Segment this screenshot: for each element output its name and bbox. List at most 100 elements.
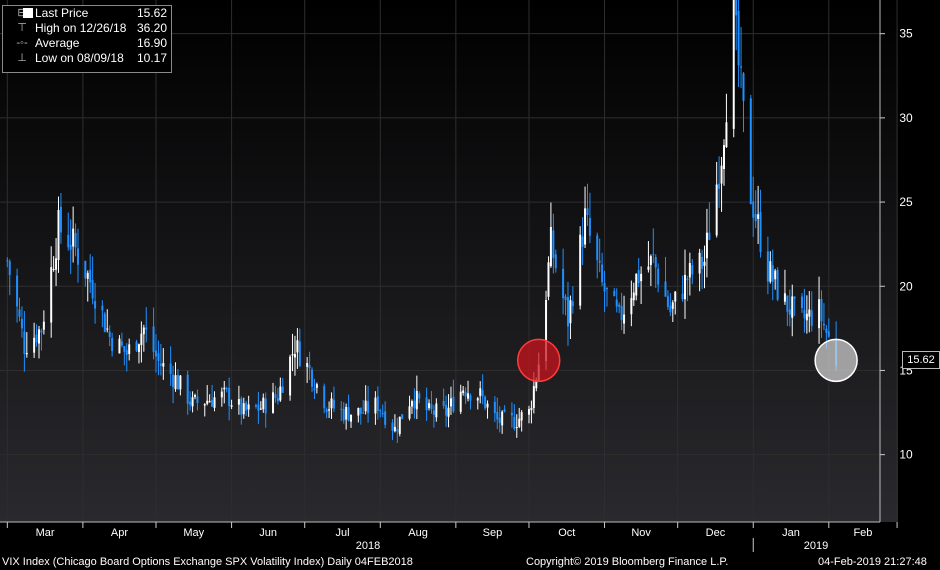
candle-body-2018-05-30	[225, 388, 228, 390]
candle-body-2018-07-19	[347, 407, 350, 421]
candle-body-2018-09-07	[469, 395, 472, 401]
legend-low-value: 10.17	[136, 51, 167, 65]
candle-body-2018-04-16	[118, 338, 121, 354]
candle-body-2018-09-17	[493, 401, 496, 414]
candle-body-2018-05-04	[162, 363, 165, 367]
candle-body-2018-06-06	[242, 403, 245, 415]
candle-body-2018-12-28	[742, 73, 745, 101]
candle-body-2018-12-13	[705, 232, 708, 259]
candle-body-2018-04-27	[145, 327, 148, 330]
candle-body-2018-04-20	[128, 344, 131, 354]
candle-body-2018-07-12	[330, 398, 333, 409]
x-month-label-aug: Aug	[408, 527, 428, 539]
candle-body-2018-08-15	[413, 400, 416, 409]
candle-body-2018-10-22	[579, 234, 582, 306]
candle-body-2018-10-04	[535, 379, 538, 389]
candle-body-2018-07-05	[313, 388, 316, 391]
candle-body-2018-11-19	[647, 266, 650, 270]
candle-body-2018-12-12	[703, 261, 706, 266]
candle-body-2018-06-11	[254, 405, 257, 407]
candle-body-2018-05-14	[186, 374, 189, 404]
legend-high-label: High on 12/26/18	[35, 21, 127, 35]
candle-body-2018-07-11	[328, 409, 331, 411]
candle-body-2018-12-17	[715, 184, 718, 236]
candle-body-2018-06-20	[276, 398, 279, 402]
candle-body-2018-11-16	[640, 273, 643, 282]
candle-body-2018-04-17	[120, 341, 123, 346]
candle-body-2018-11-21	[652, 254, 655, 256]
candles-group	[6, 0, 838, 443]
candle-body-2018-08-31	[452, 396, 455, 412]
candle-body-2018-04-12	[108, 331, 111, 337]
candle-body-2018-04-18	[123, 346, 126, 352]
candle-body-2018-05-28	[220, 391, 223, 398]
legend-avg-label: Average	[35, 36, 80, 50]
candle-body-2018-11-05	[613, 290, 616, 297]
candle-body-2018-08-27	[442, 401, 445, 406]
last-price-box: 15.62	[902, 351, 940, 369]
candle-body-2018-12-26	[737, 10, 740, 66]
candle-body-2018-05-18	[196, 396, 199, 404]
candle-body-2019-01-09	[771, 265, 774, 282]
legend-low-label: Low on 08/09/18	[35, 51, 124, 65]
candle-body-2018-03-06	[18, 309, 21, 317]
candle-body-2018-05-24	[211, 399, 214, 407]
candle-body-2019-01-03	[757, 214, 760, 219]
y-tick-label-25: 25	[899, 195, 913, 209]
candle-body-2018-11-01	[603, 283, 606, 292]
candle-body-2019-01-01	[752, 201, 755, 218]
candle-body-2019-01-28	[818, 299, 821, 329]
candle-body-2018-03-27	[69, 244, 72, 250]
candle-body-2018-10-16	[564, 296, 567, 301]
footer-security-description: VIX Index (Chicago Board Options Exchang…	[2, 556, 413, 568]
legend-last-row: ⊟ Last Price 15.62	[3, 6, 171, 21]
candle-body-2018-12-18	[718, 183, 721, 189]
candle-body-2018-06-25	[289, 356, 292, 396]
legend-last-swatch	[23, 8, 33, 18]
x-month-label-oct: Oct	[558, 527, 575, 539]
candle-body-2018-11-26	[664, 281, 667, 297]
candle-body-2018-12-14	[708, 232, 711, 240]
legend-collapse-icon[interactable]: ⊟	[17, 7, 27, 19]
x-month-label-apr: Apr	[111, 527, 128, 539]
candle-body-2019-01-21	[800, 296, 803, 309]
candle-body-2018-08-16	[415, 390, 418, 410]
candle-body-2018-08-07	[393, 426, 396, 432]
candle-body-2018-11-08	[620, 305, 623, 321]
x-month-label-dec: Dec	[706, 527, 726, 539]
candle-body-2018-04-13	[111, 337, 114, 352]
candle-body-2018-09-20	[501, 411, 504, 426]
candle-body-2018-03-02	[8, 261, 11, 275]
candle-body-2018-12-31	[749, 98, 752, 205]
chart-grid	[0, 0, 898, 522]
candle-body-2018-03-07	[20, 318, 23, 329]
candle-body-2019-01-18	[793, 296, 796, 299]
candle-body-2018-03-23	[59, 206, 62, 233]
candle-body-2018-06-07	[245, 402, 248, 411]
candle-body-2018-12-05	[686, 278, 689, 281]
candle-body-2018-07-17	[342, 409, 345, 421]
legend-box: ⊟ Last Price 15.62 ⊤ High on 12/26/18 36…	[2, 5, 172, 73]
candle-body-2018-09-28	[520, 412, 523, 421]
candle-body-2018-05-11	[179, 375, 182, 390]
candle-body-2018-09-27	[518, 418, 521, 427]
candle-body-2018-08-30	[449, 398, 452, 407]
y-tick-label-10: 10	[899, 448, 913, 462]
candle-body-2018-07-25	[362, 412, 365, 414]
candle-body-2018-06-22	[281, 386, 284, 393]
legend-high-row: ⊤ High on 12/26/18 36.20	[3, 21, 171, 36]
candle-body-2018-04-23	[135, 341, 138, 351]
candle-body-2018-11-27	[666, 296, 669, 307]
candle-body-2018-09-04	[462, 390, 465, 393]
candle-body-2018-07-30	[374, 397, 377, 414]
candle-body-2018-10-30	[598, 260, 601, 263]
candle-body-2018-12-07	[691, 265, 694, 275]
candle-body-2019-01-11	[776, 269, 779, 300]
legend-last-value: 15.62	[136, 6, 167, 20]
candle-body-2018-10-31	[601, 264, 604, 283]
candle-body-2018-04-05	[91, 280, 94, 299]
candle-body-2018-07-26	[364, 400, 367, 412]
x-month-label-nov: Nov	[631, 527, 651, 539]
candle-body-2018-12-19	[720, 165, 723, 184]
